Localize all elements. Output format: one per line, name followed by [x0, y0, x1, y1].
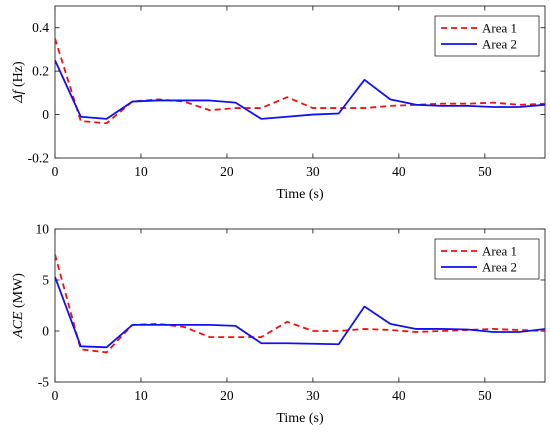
y-tick-label: 0.4 [32, 20, 49, 35]
x-tick-label: 50 [478, 388, 492, 403]
y-axis-label: ACE (MW) [11, 273, 26, 339]
y-tick-label: -5 [38, 375, 49, 390]
y-tick-label: -0.2 [28, 151, 49, 166]
legend-entry: Area 1 [482, 244, 517, 259]
x-tick-label: 50 [478, 164, 492, 179]
x-tick-label: 10 [134, 388, 148, 403]
legend-entry: Area 2 [482, 260, 517, 275]
x-tick-label: 40 [392, 388, 406, 403]
x-axis-label: Time (s) [276, 411, 324, 426]
legend-box [434, 238, 540, 280]
y-tick-label: 0.2 [32, 64, 49, 79]
y-axis-label-variable: Δf [11, 88, 26, 103]
legend-entry: Area 2 [482, 37, 517, 52]
x-axis-label: Time (s) [276, 187, 324, 202]
series-line-area-2 [55, 276, 545, 349]
y-tick-label: 5 [42, 273, 49, 288]
x-tick-label: 30 [306, 164, 320, 179]
y-axis-label: Δf (Hz) [11, 61, 26, 104]
legend-entry: Area 1 [482, 21, 517, 36]
y-tick-label: 0 [42, 107, 49, 122]
x-tick-label: 30 [306, 388, 320, 403]
y-tick-label: 0 [42, 324, 49, 339]
y-axis-label-unit: (MW) [11, 273, 26, 312]
y-axis-label-variable: ACE [11, 311, 26, 339]
x-tick-label: 40 [392, 164, 406, 179]
x-tick-label: 20 [220, 388, 234, 403]
x-tick-label: 0 [52, 164, 59, 179]
y-axis-label-unit: (Hz) [11, 61, 26, 90]
series-line-area-2 [55, 59, 545, 120]
x-tick-label: 20 [220, 164, 234, 179]
x-tick-label: 10 [134, 164, 148, 179]
legend-box [434, 15, 540, 57]
y-tick-label: 10 [36, 222, 50, 237]
x-tick-label: 0 [52, 388, 59, 403]
